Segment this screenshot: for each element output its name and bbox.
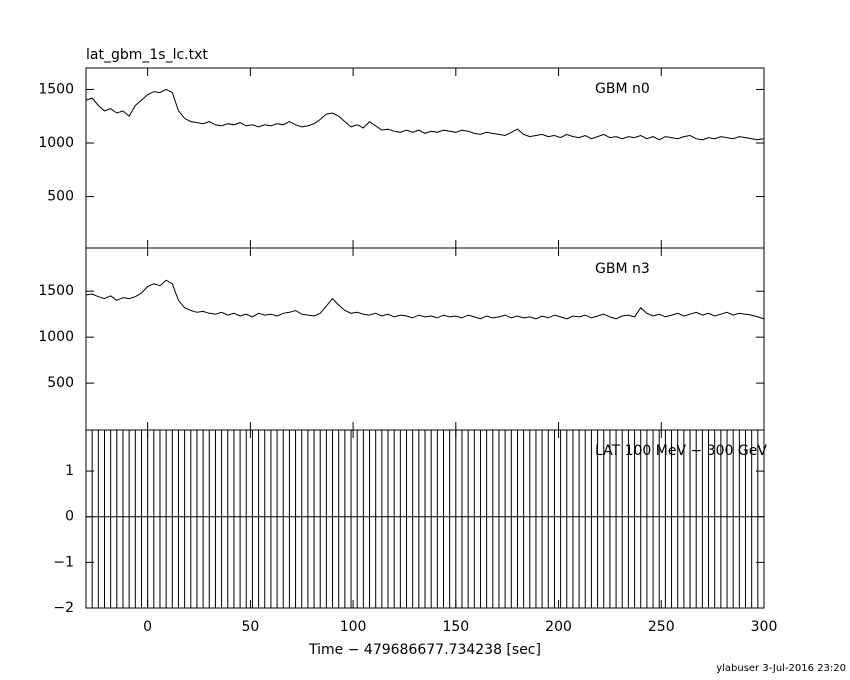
plot-area: [86, 279, 764, 320]
y-tick-label: 500: [47, 375, 74, 391]
y-tick-label: 1000: [38, 135, 74, 151]
y-tick-label: −2: [53, 600, 74, 616]
plot-area: [86, 430, 764, 608]
footer: ylabuser 3-Jul-2016 23:20: [716, 663, 846, 674]
x-tick-label: 0: [143, 619, 152, 635]
y-tick-label: 0: [65, 509, 74, 525]
panel-label: LAT 100 MeV − 300 GeV: [595, 443, 767, 459]
panel-label: GBM n0: [595, 81, 650, 97]
plot-area: [86, 88, 764, 141]
y-tick-label: 1000: [38, 329, 74, 345]
x-tick-label: 150: [442, 619, 469, 635]
y-tick-label: 1500: [38, 81, 74, 97]
panel-frame: [85, 429, 765, 609]
y-tick-label: 1500: [38, 283, 74, 299]
chart-title: lat_gbm_1s_lc.txt: [86, 47, 208, 63]
x-tick-label: 100: [340, 619, 367, 635]
y-tick-label: 500: [47, 189, 74, 205]
x-tick-label: 250: [648, 619, 675, 635]
x-tick-label: 300: [751, 619, 778, 635]
panel-label: GBM n3: [595, 261, 650, 277]
light-curve: [86, 88, 764, 141]
y-tick-label: −1: [53, 554, 74, 570]
x-tick-label: 50: [241, 619, 259, 635]
x-axis-label: Time − 479686677.734238 [sec]: [308, 642, 541, 658]
light-curve: [86, 279, 764, 320]
x-tick-label: 200: [545, 619, 572, 635]
y-tick-label: 1: [65, 463, 74, 479]
